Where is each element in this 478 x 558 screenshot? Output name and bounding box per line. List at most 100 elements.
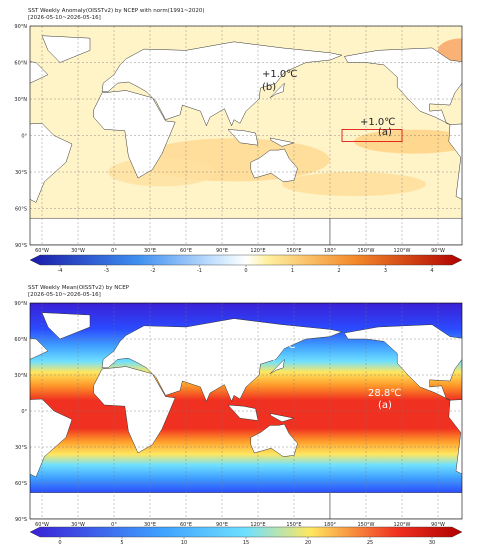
lon-label: 90°W [431,248,445,254]
lon-label: 150°W [358,248,375,254]
map-frame [29,25,463,246]
colorbar-label: 25 [367,540,373,546]
land [343,324,462,401]
land [30,61,49,84]
annotation-value: +1.0℃ [360,117,396,128]
lat-label: 60°N [14,61,27,67]
lon-label: 60°E [180,248,192,254]
map-panel: SST Weekly Mean(OISSTv2) by NCEP[2026-05… [14,285,478,546]
colorbar-label: 30 [429,540,435,546]
colorbar-label: 1 [291,268,294,274]
land [269,82,285,98]
land [30,398,73,478]
land [269,413,295,423]
land [250,423,298,457]
land [250,148,298,182]
colorbar-label: 4 [430,268,433,274]
land [30,123,73,203]
land [93,90,176,179]
colorbar-label: 0 [244,268,247,274]
colorbar-label: 15 [243,540,249,546]
land [269,358,285,375]
lat-label: 60°N [14,337,27,343]
lon-label: 120°W [394,248,411,254]
land [30,337,49,360]
lon-label: 90°E [216,248,228,254]
colorbar-label: 0 [58,540,61,546]
panel-title: SST Weekly Mean(OISSTv2) by NCEP [28,285,130,291]
lon-label: 90°E [216,522,228,528]
lat-label: 30°N [14,97,27,103]
land [269,137,295,147]
lon-label: 180° [324,522,337,528]
lon-label: 150°W [358,522,375,528]
colorbar [29,254,463,266]
lat-label: 60°S [15,207,27,213]
lon-label: 30°W [71,248,85,254]
map [30,26,478,245]
annotation-tag: (b) [262,82,276,93]
annotation-value: +1.0℃ [262,69,298,80]
map-frame [29,302,463,520]
land [344,47,462,125]
land [329,217,462,245]
land [30,492,331,519]
annotation-value: 28.8℃ [368,388,402,399]
lon-label: 150°E [286,248,301,254]
lon-label: 30°W [71,522,85,528]
lon-label: 150°E [286,522,301,528]
lat-label: 90°S [15,243,27,249]
colorbar-label: -3 [104,268,109,274]
lat-label: 0° [21,409,27,415]
lat-label: 90°N [14,301,27,307]
lon-label: 180° [324,248,337,254]
lat-label: 90°N [14,24,27,30]
colorbar-label: 10 [181,540,187,546]
lon-label: 120°E [250,248,265,254]
panel-title: SST Weekly Anomaly(OISSTv2) by NCEP with… [28,8,205,14]
land [448,399,462,475]
lon-label: 30°E [144,248,156,254]
lon-label: 30°E [144,522,156,528]
land [30,217,331,245]
colorbar-label: -4 [58,268,63,274]
annotation-tag: (b) [262,352,276,363]
anomaly-patch [282,172,426,197]
colorbar-label: 2 [337,268,340,274]
annotation-tag: (a) [378,127,392,138]
lon-label: 90°W [431,522,445,528]
colorbar-label: -1 [197,268,202,274]
lat-label: 60°S [15,481,27,487]
lat-label: 30°N [14,373,27,379]
land [329,492,462,519]
colorbar-label: 5 [120,540,123,546]
lon-label: 60°E [180,522,192,528]
map [30,303,478,519]
land [474,313,478,339]
annotation-value: 16.1℃ [262,340,296,351]
land [227,404,259,421]
lon-label: 60°W [35,248,49,254]
lat-label: 30°S [15,445,27,451]
lat-label: 30°S [15,170,27,176]
colorbar-label: 20 [305,540,311,546]
land [227,129,259,146]
annotation-tag: (a) [378,400,392,411]
lon-label: 0° [111,248,117,254]
land [448,123,462,200]
lat-label: 0° [21,134,27,140]
colorbar [29,526,463,538]
lon-label: 0° [111,522,117,528]
lon-label: 60°W [35,522,49,528]
lon-label: 120°E [250,522,265,528]
colorbar-label: 3 [384,268,387,274]
lon-label: 120°W [394,522,411,528]
colorbar-label: -2 [151,268,156,274]
panel-period: [2026-05-10~2026-05-16] [28,292,101,298]
panel-period: [2026-05-10~2026-05-16] [28,15,101,21]
map-panel: SST Weekly Anomaly(OISSTv2) by NCEP with… [14,8,478,274]
land [474,36,478,63]
nino-box [341,129,403,142]
lat-label: 90°S [15,517,27,523]
